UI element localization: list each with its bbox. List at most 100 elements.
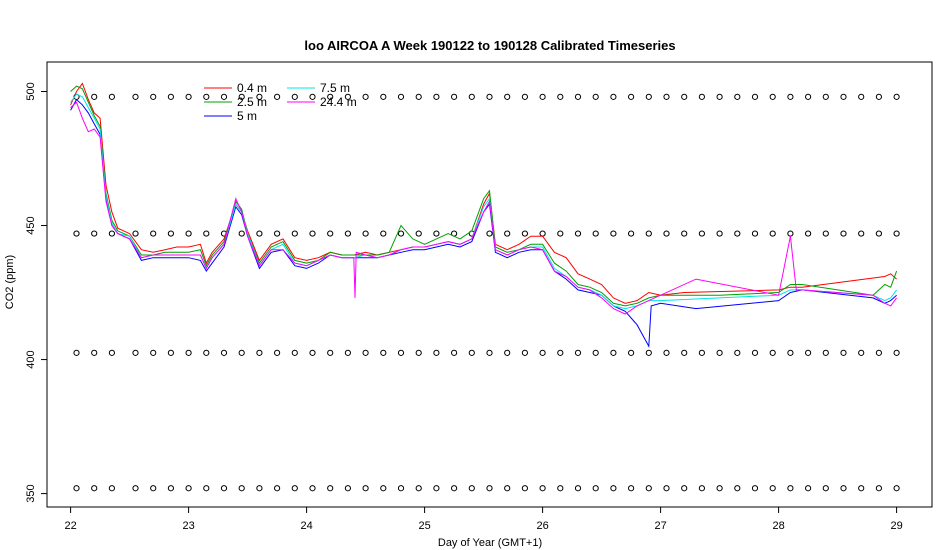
reference-marker	[787, 349, 794, 356]
legend-label: 2.5 m	[237, 95, 267, 109]
reference-marker	[433, 349, 440, 356]
reference-marker	[822, 93, 829, 100]
reference-marker	[504, 230, 511, 237]
reference-marker	[433, 485, 440, 492]
reference-marker	[645, 485, 652, 492]
reference-marker	[309, 230, 316, 237]
reference-marker	[309, 349, 316, 356]
reference-marker	[716, 349, 723, 356]
reference-marker	[132, 485, 139, 492]
x-tick-label: 26	[536, 520, 548, 532]
reference-marker	[840, 230, 847, 237]
reference-marker	[592, 485, 599, 492]
reference-marker	[875, 349, 883, 356]
reference-marker	[415, 349, 422, 356]
reference-marker	[380, 93, 387, 100]
legend-label: 5 m	[237, 109, 257, 123]
reference-marker	[91, 485, 98, 492]
reference-marker	[610, 93, 617, 100]
reference-marker	[893, 485, 900, 492]
reference-marker	[238, 93, 245, 100]
reference-marker	[734, 230, 741, 237]
legend: 0.4 m2.5 m5 m 7.5 m24.4 m	[204, 81, 357, 123]
reference-marker	[610, 349, 617, 356]
reference-marker	[557, 230, 564, 237]
reference-marker	[574, 485, 582, 492]
reference-marker	[433, 93, 440, 100]
reference-marker	[628, 485, 635, 492]
y-tick-label: 450	[25, 216, 37, 234]
reference-marker	[734, 93, 741, 100]
reference-marker	[822, 349, 829, 356]
reference-marker	[468, 93, 475, 100]
reference-marker	[238, 485, 245, 492]
reference-marker	[397, 485, 405, 492]
reference-marker	[91, 93, 98, 100]
reference-marker	[521, 93, 529, 100]
reference-marker	[681, 349, 688, 356]
reference-marker	[504, 349, 511, 356]
reference-marker	[203, 230, 210, 237]
x-tick-label: 28	[772, 520, 784, 532]
reference-marker	[362, 230, 369, 237]
reference-marker	[150, 485, 157, 492]
reference-marker	[840, 349, 847, 356]
reference-marker	[415, 485, 422, 492]
reference-marker	[220, 349, 228, 356]
reference-marker	[681, 230, 688, 237]
series-line-24-4-m	[70, 101, 898, 315]
reference-marker	[91, 230, 98, 237]
reference-marker	[663, 349, 670, 356]
series-line-5-m	[70, 98, 897, 348]
reference-marker	[274, 485, 281, 492]
reference-marker	[486, 93, 493, 100]
reference-marker	[486, 230, 493, 237]
reference-marker	[592, 93, 599, 100]
reference-marker	[751, 485, 759, 492]
reference-marker	[451, 93, 458, 100]
x-tick-label: 23	[182, 520, 194, 532]
x-tick-label: 22	[64, 520, 76, 532]
reference-marker	[468, 349, 475, 356]
reference-marker	[132, 349, 139, 356]
reference-marker	[362, 93, 369, 100]
reference-marker	[220, 93, 228, 100]
reference-marker	[291, 349, 298, 356]
reference-marker	[645, 93, 652, 100]
reference-marker	[397, 93, 405, 100]
reference-marker	[256, 349, 263, 356]
reference-marker	[822, 230, 829, 237]
plot-area-border	[46, 61, 933, 508]
reference-marker	[787, 93, 794, 100]
reference-marker	[380, 230, 387, 237]
reference-marker	[203, 349, 210, 356]
reference-marker	[167, 93, 174, 100]
reference-marker	[893, 349, 900, 356]
reference-marker	[73, 230, 80, 237]
reference-marker	[751, 349, 759, 356]
reference-marker	[150, 93, 157, 100]
reference-marker	[291, 230, 298, 237]
reference-marker	[805, 349, 812, 356]
reference-marker	[238, 230, 245, 237]
reference-marker	[397, 349, 405, 356]
reference-marker	[716, 93, 723, 100]
reference-marker	[610, 485, 617, 492]
x-tick-label: 24	[300, 520, 312, 532]
reference-marker	[327, 485, 334, 492]
reference-marker	[716, 485, 723, 492]
reference-marker	[486, 485, 493, 492]
reference-marker	[167, 349, 174, 356]
reference-marker	[185, 349, 192, 356]
reference-marker	[645, 349, 652, 356]
reference-marker	[539, 93, 546, 100]
reference-marker	[663, 93, 670, 100]
reference-marker	[256, 485, 263, 492]
reference-marker	[150, 230, 157, 237]
reference-marker	[327, 349, 334, 356]
reference-marker	[486, 349, 493, 356]
reference-marker	[220, 485, 228, 492]
reference-marker	[185, 93, 192, 100]
reference-marker	[875, 93, 883, 100]
